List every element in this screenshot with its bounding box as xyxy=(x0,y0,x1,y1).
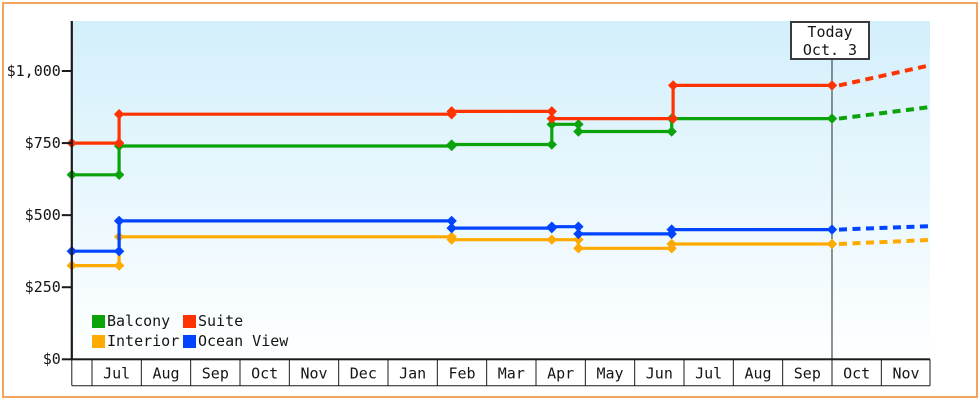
data-point-marker xyxy=(446,139,457,150)
month-label: Jul xyxy=(103,365,130,383)
data-point-marker xyxy=(826,80,838,91)
legend-item-ocean-view: Ocean View xyxy=(183,332,289,350)
series-ocean-view xyxy=(66,215,931,257)
data-point-marker xyxy=(113,169,125,180)
y-tick-label: $750 xyxy=(24,134,61,153)
month-label: Nov xyxy=(892,365,919,383)
legend-label-suite: Suite xyxy=(198,312,244,330)
legend-item-interior: Interior xyxy=(92,332,183,350)
data-point-marker xyxy=(666,224,677,235)
legend-swatch-balcony xyxy=(92,314,105,328)
data-point-marker xyxy=(573,243,584,254)
month-label: Aug xyxy=(744,365,771,383)
data-point-marker xyxy=(573,126,584,137)
month-label: Jun xyxy=(646,365,673,383)
data-point-marker xyxy=(113,260,125,271)
today-annotation: Today Oct. 3 xyxy=(790,21,870,60)
today-date: Oct. 3 xyxy=(802,40,858,59)
data-point-marker xyxy=(826,224,838,235)
data-point-marker xyxy=(446,222,457,234)
data-point-marker xyxy=(546,106,557,117)
month-label: Dec xyxy=(350,365,377,383)
data-point-marker xyxy=(113,109,125,120)
legend-label-ocean-view: Ocean View xyxy=(198,332,289,350)
data-point-marker xyxy=(666,126,677,137)
data-point-marker xyxy=(546,234,557,245)
month-label: Jan xyxy=(399,365,426,383)
month-label: Feb xyxy=(448,365,475,383)
price-projection-dashed xyxy=(838,105,931,121)
data-point-marker xyxy=(446,215,457,227)
y-axis xyxy=(70,21,73,360)
price-projection-dashed xyxy=(838,63,931,88)
month-table xyxy=(71,359,931,387)
data-point-marker xyxy=(667,113,679,124)
legend-label-interior: Interior xyxy=(107,332,180,350)
data-point-marker xyxy=(446,234,457,245)
today-label: Today xyxy=(807,22,853,41)
legend: Balcony Suite Interior Ocean View xyxy=(92,312,289,350)
month-label: Jul xyxy=(695,365,722,383)
month-label: Apr xyxy=(547,365,574,383)
legend-swatch-interior xyxy=(92,334,105,348)
y-tick-label: $0 xyxy=(42,350,61,369)
price-projection-dashed xyxy=(838,237,931,246)
legend-item-suite: Suite xyxy=(183,312,288,330)
month-label: Sep xyxy=(202,365,229,383)
month-label: Oct xyxy=(843,365,870,383)
data-point-marker xyxy=(573,234,584,245)
data-point-marker xyxy=(546,119,557,130)
legend-swatch-ocean-view xyxy=(183,334,196,348)
series-suite xyxy=(66,63,931,149)
data-point-marker xyxy=(546,221,557,232)
legend-item-balcony: Balcony xyxy=(92,312,183,330)
data-point-marker xyxy=(573,221,584,232)
series-balcony xyxy=(66,105,931,180)
data-point-marker xyxy=(826,238,838,250)
x-axis xyxy=(70,358,930,361)
data-point-marker xyxy=(826,113,838,124)
y-tick-label: $1,000 xyxy=(6,62,61,80)
data-point-marker xyxy=(667,80,679,91)
data-point-marker xyxy=(546,113,557,124)
y-tick-label: $250 xyxy=(24,278,61,297)
y-tick-label: $500 xyxy=(24,206,61,225)
data-point-marker xyxy=(113,215,125,227)
price-step-line xyxy=(71,83,832,145)
data-point-marker xyxy=(573,119,584,130)
data-point-marker xyxy=(113,137,125,149)
data-point-marker xyxy=(446,106,457,117)
month-label: Aug xyxy=(152,365,179,383)
legend-label-balcony: Balcony xyxy=(107,312,171,330)
month-label: Nov xyxy=(300,365,327,383)
month-label: Mar xyxy=(498,365,525,383)
data-point-marker xyxy=(666,238,677,250)
price-projection-dashed xyxy=(838,224,931,232)
plot-area xyxy=(72,21,931,360)
data-point-marker xyxy=(113,245,125,257)
month-label: Oct xyxy=(251,365,278,383)
data-point-marker xyxy=(546,139,557,150)
data-point-marker xyxy=(573,228,584,240)
month-label: May xyxy=(596,365,623,383)
legend-swatch-suite xyxy=(183,314,196,328)
month-label: Sep xyxy=(794,365,821,383)
